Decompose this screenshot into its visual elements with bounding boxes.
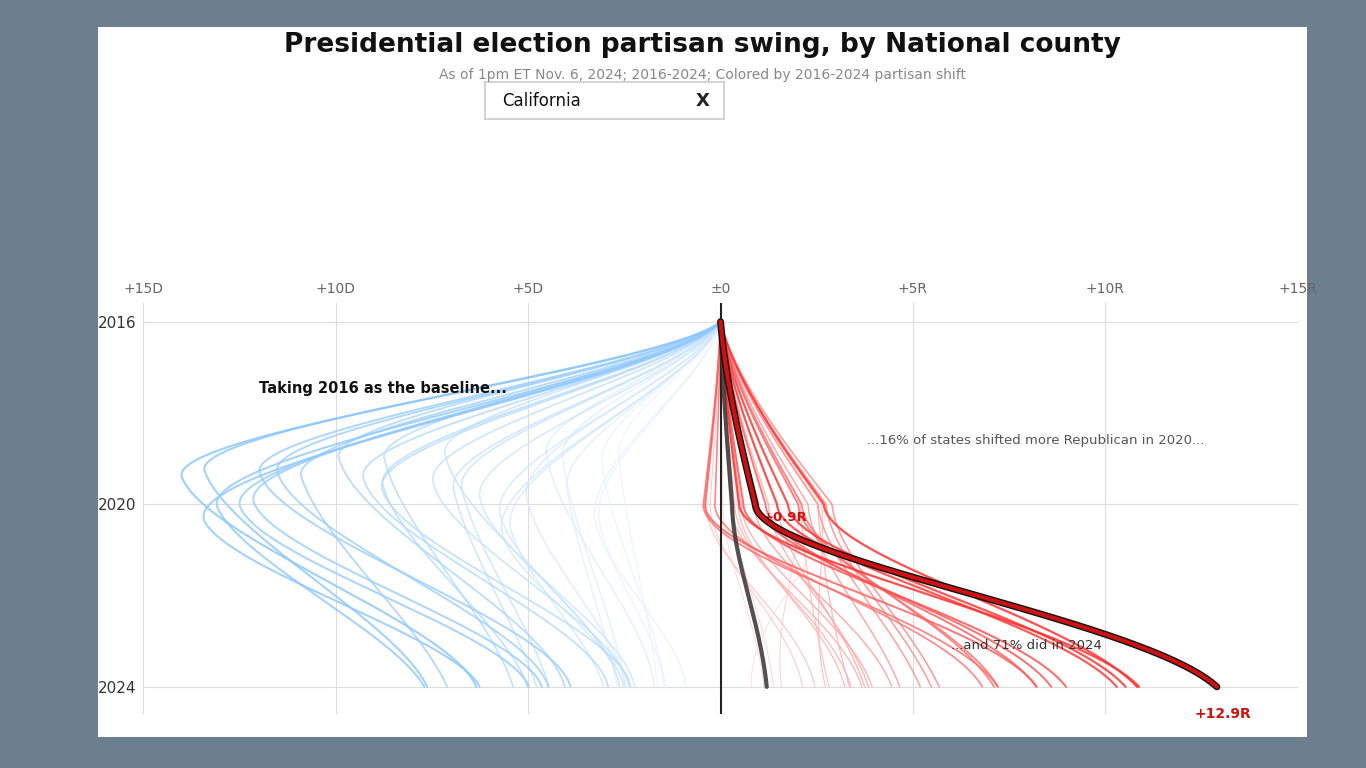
Text: +0.9R: +0.9R xyxy=(762,511,807,524)
Text: +12.9R: +12.9R xyxy=(1194,707,1251,721)
Text: California: California xyxy=(501,91,581,110)
Text: ...and 71% did in 2024: ...and 71% did in 2024 xyxy=(952,639,1102,652)
Text: ...16% of states shifted more Republican in 2020...: ...16% of states shifted more Republican… xyxy=(867,434,1205,447)
Text: As of 1pm ET Nov. 6, 2024; 2016-2024; Colored by 2016-2024 partisan shift: As of 1pm ET Nov. 6, 2024; 2016-2024; Co… xyxy=(438,68,966,81)
Text: Presidential election partisan swing, by National county: Presidential election partisan swing, by… xyxy=(284,32,1120,58)
Text: X: X xyxy=(695,91,709,110)
Text: Taking 2016 as the baseline...: Taking 2016 as the baseline... xyxy=(260,381,507,396)
